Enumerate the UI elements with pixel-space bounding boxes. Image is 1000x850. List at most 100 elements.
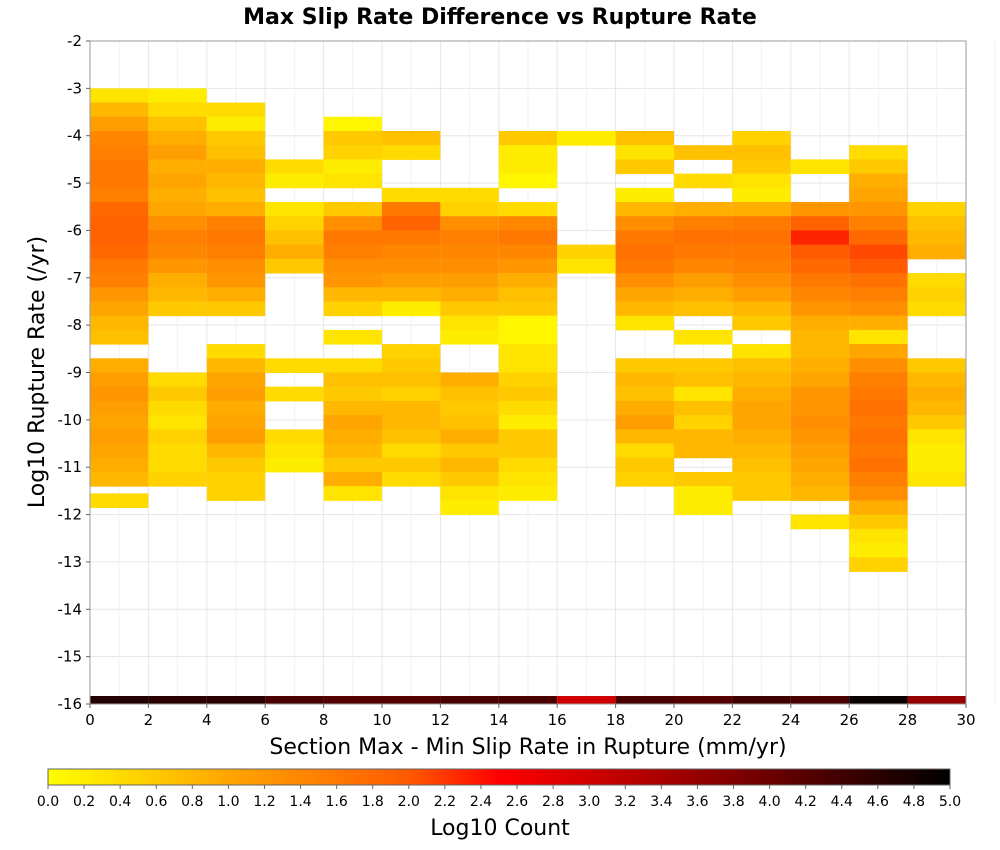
heatmap-cell (440, 457, 499, 473)
heatmap-cell (206, 258, 266, 274)
heatmap-cell (148, 415, 207, 430)
heatmap-cell (440, 244, 499, 260)
heatmap-cell (323, 301, 382, 317)
heatmap-cell (615, 315, 674, 331)
heatmap-cell (382, 230, 441, 246)
heatmap-cell (148, 258, 207, 274)
heatmap-cell (907, 230, 966, 246)
heatmap-cell (849, 400, 908, 416)
colorbar-tick-label: 2.0 (398, 794, 420, 810)
heatmap-cell (323, 287, 382, 302)
heatmap-cell (323, 230, 382, 246)
y-tick-label: -6 (67, 221, 82, 239)
heatmap-cell (790, 202, 850, 217)
heatmap-cell (90, 173, 149, 189)
y-tick-label: -11 (58, 458, 83, 476)
x-tick-label: 8 (319, 711, 329, 729)
band-cell (674, 696, 733, 704)
heatmap-cell (790, 486, 850, 501)
heatmap-cell (265, 429, 324, 445)
heatmap-cell (206, 159, 266, 175)
heatmap-cell (90, 230, 149, 246)
colorbar-tick-label: 1.0 (217, 794, 239, 810)
heatmap-cell (849, 287, 908, 302)
heatmap-cell (790, 159, 850, 175)
heatmap-cell (907, 372, 966, 388)
heatmap-cell (790, 429, 850, 445)
heatmap-cell (90, 116, 149, 132)
heatmap-cell (90, 145, 149, 160)
heatmap-cell (674, 173, 733, 189)
heatmap-cell (440, 230, 499, 246)
heatmap-cell (206, 145, 266, 160)
heatmap-cell (323, 273, 382, 288)
heatmap-cell (323, 258, 382, 274)
heatmap-cell (206, 273, 266, 288)
heatmap-cell (440, 187, 499, 203)
heatmap-cell (849, 500, 908, 516)
heatmap-cell (382, 344, 441, 359)
heatmap-cell (382, 130, 441, 146)
colorbar-tick-label: 1.6 (326, 794, 348, 810)
heatmap-cell (148, 230, 207, 246)
heatmap-cell (790, 258, 850, 274)
heatmap-cell (265, 216, 324, 231)
heatmap-cell (206, 102, 266, 118)
heatmap-cell (615, 301, 674, 317)
heatmap-cell (615, 273, 674, 288)
heatmap-cell (498, 258, 558, 274)
heatmap-cell (148, 202, 207, 217)
heatmap-cell (498, 329, 558, 345)
heatmap-cell (206, 230, 266, 246)
heatmap-cell (265, 358, 324, 373)
heatmap-cell (849, 457, 908, 473)
heatmap-cell (674, 258, 733, 274)
y-axis-label: Log10 Rupture Rate (/yr) (25, 236, 50, 508)
heatmap-cell (732, 159, 791, 175)
heatmap-cell (907, 386, 966, 402)
y-tick-label: -15 (58, 648, 83, 666)
heatmap-cell (382, 216, 441, 231)
heatmap-cell (90, 358, 149, 373)
heatmap-cell (498, 130, 558, 146)
colorbar-label: Log10 Count (430, 816, 570, 841)
heatmap-cell (90, 386, 149, 402)
heatmap-cell (732, 429, 791, 445)
heatmap-cell (849, 187, 908, 203)
heatmap-cell (440, 400, 499, 416)
heatmap-cell (557, 258, 616, 274)
heatmap-cell (498, 273, 558, 288)
heatmap-cell (674, 415, 733, 430)
heatmap-cell (498, 415, 558, 430)
y-tick-label: -12 (58, 506, 83, 524)
heatmap-cell (615, 386, 674, 402)
colorbar-gradient (47, 768, 951, 786)
band-cell (907, 696, 966, 704)
heatmap-cell (323, 443, 382, 459)
heatmap-cell (674, 145, 733, 160)
heatmap-cell (265, 244, 324, 260)
heatmap-cell (907, 443, 966, 459)
heatmap-cell (323, 202, 382, 217)
heatmap-cell (498, 244, 558, 260)
heatmap-cell (498, 145, 558, 160)
heatmap-cell (206, 457, 266, 473)
heatmap-cell (90, 415, 149, 430)
band-cell (440, 696, 499, 704)
heatmap-cell (674, 471, 733, 487)
colorbar-tick-label: 0.0 (37, 794, 59, 810)
colorbar-tick-label: 4.8 (903, 794, 925, 810)
colorbar-tick-label: 3.0 (578, 794, 600, 810)
heatmap-cell (148, 443, 207, 459)
heatmap-cell (148, 471, 207, 487)
heatmap-cell (849, 159, 908, 175)
heatmap-cell (440, 287, 499, 302)
heatmap-cell (90, 301, 149, 317)
heatmap-cell (674, 202, 733, 217)
heatmap-cell (615, 202, 674, 217)
x-axis-label: Section Max - Min Slip Rate in Rupture (… (269, 735, 786, 760)
heatmap-cell (382, 457, 441, 473)
heatmap-cell (498, 344, 558, 359)
heatmap-cell (148, 372, 207, 388)
heatmap-cell (498, 230, 558, 246)
